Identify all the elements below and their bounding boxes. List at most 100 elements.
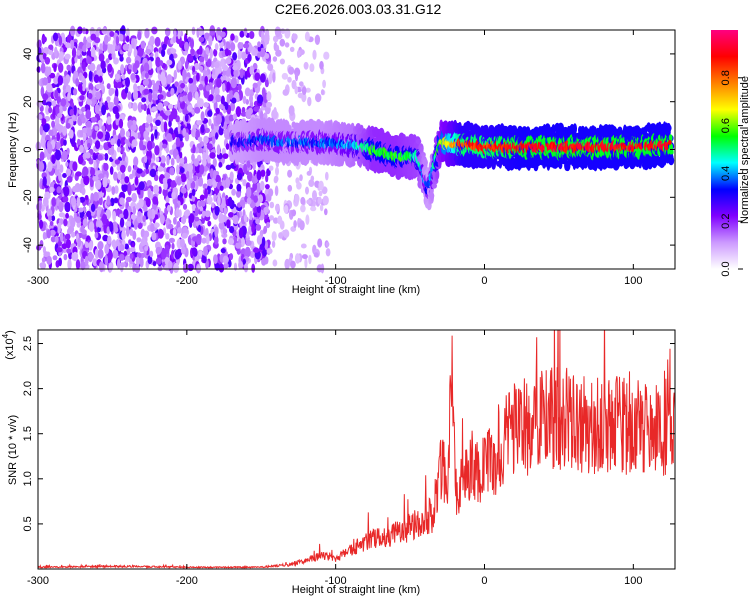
spectrogram-cell xyxy=(207,110,213,117)
spectrogram-cell xyxy=(98,173,105,179)
spectrogram-cell xyxy=(200,111,205,122)
spectrogram-cell xyxy=(310,206,317,212)
spectrogram-cell xyxy=(124,138,129,144)
spectrogram-cell xyxy=(132,262,136,273)
spectrogram-cell xyxy=(198,36,205,43)
spectrogram-cell xyxy=(218,161,223,168)
spectrogram-cell xyxy=(192,75,197,83)
spectrogram-cell xyxy=(128,64,133,70)
spectrogram-cell xyxy=(47,49,54,56)
spectrogram-cell xyxy=(288,105,295,116)
spectrogram-cell xyxy=(138,130,145,142)
spectrogram-cell xyxy=(198,176,204,187)
spectrogram-cell xyxy=(193,175,197,182)
spectrogram-cell xyxy=(135,256,140,267)
spectrogram-cell xyxy=(49,221,54,226)
spectrogram-cell xyxy=(77,138,81,146)
spectrogram-cell xyxy=(254,72,261,81)
spectrogram-cell xyxy=(239,68,244,79)
spectrogram-cell xyxy=(233,262,238,271)
spectrogram-cell xyxy=(243,163,248,174)
spectrogram-cell xyxy=(210,123,215,130)
spectrogram-cell xyxy=(184,132,190,142)
spectrogram-cell xyxy=(75,216,81,224)
spectrogram-cell xyxy=(101,104,107,116)
spectrogram-cell xyxy=(117,81,122,89)
spectrogram-cell xyxy=(47,143,53,155)
spectrogram-cell xyxy=(113,197,119,204)
spectrogram-cell xyxy=(170,157,175,166)
spectrogram-cell xyxy=(182,263,189,273)
spectrogram-cell xyxy=(299,220,305,231)
spectrogram-cell xyxy=(152,83,160,92)
spectrogram-cell xyxy=(65,168,71,177)
spectrogram-cell xyxy=(182,69,187,80)
spectrogram-cell xyxy=(73,105,77,116)
spectrogram-cell xyxy=(215,114,222,125)
spectrogram-cell xyxy=(193,158,199,167)
spectrogram-cell xyxy=(272,259,278,267)
spectrogram-cell xyxy=(131,139,138,148)
spectrogram-cell xyxy=(275,203,280,212)
spectrogram-cell xyxy=(173,217,177,225)
spectrogram-cell xyxy=(103,34,109,45)
spectrogram-cell xyxy=(147,208,153,219)
spectrogram-cell xyxy=(167,103,174,110)
spectrogram-cell xyxy=(207,178,213,187)
spectrogram-cell xyxy=(184,113,189,122)
spectrogram-cell xyxy=(322,195,329,206)
spectrogram-cell xyxy=(110,138,116,146)
spectrogram-cell xyxy=(143,62,150,73)
spectrogram-cell xyxy=(209,152,216,159)
spectrogram-cell xyxy=(63,253,68,261)
spectrogram-cell xyxy=(203,70,209,77)
spectrogram-cell xyxy=(172,228,177,236)
spectrogram-cell xyxy=(48,106,53,114)
spectrogram-cell xyxy=(325,171,329,181)
spectrogram-cell xyxy=(54,89,59,99)
spectrogram-cell xyxy=(266,91,272,102)
spectrogram-cell xyxy=(278,232,284,239)
spectrogram-cell xyxy=(130,213,136,220)
spectrogram-cell xyxy=(72,251,79,262)
spectrogram-cell xyxy=(54,235,59,243)
spectrogram-cell xyxy=(240,42,244,49)
spectrogram-cell xyxy=(197,136,203,142)
spectrogram-cell xyxy=(106,96,111,102)
spectrogram-cell xyxy=(75,259,81,270)
spectrogram-cell xyxy=(232,113,237,120)
spectrogram-cell xyxy=(93,74,100,83)
spectrogram-cell xyxy=(66,64,71,71)
spectrogram-cell xyxy=(52,108,56,119)
spectrogram-cell xyxy=(120,25,126,37)
spectrogram-cell xyxy=(109,221,114,233)
spectrogram-cell xyxy=(237,54,241,60)
spectrogram-cell xyxy=(82,166,89,177)
spectrogram-cell xyxy=(84,152,91,159)
spectrogram-cell xyxy=(188,77,194,84)
spectrogram-cell xyxy=(229,101,236,112)
spectrogram-cell xyxy=(149,250,154,258)
spectrogram-cell xyxy=(315,93,322,103)
spectrogram-cell xyxy=(57,75,64,86)
spectrogram-cell xyxy=(144,28,150,39)
spectrogram-cell xyxy=(63,186,70,197)
spectrogram-cell xyxy=(306,199,312,205)
spectrogram-cell xyxy=(212,68,216,76)
spectrogram-cell xyxy=(163,121,168,133)
spectrogram-cell xyxy=(275,49,282,57)
spectrogram-cell xyxy=(111,240,116,248)
spectrogram-cell xyxy=(95,46,100,52)
spectrogram-cell xyxy=(140,104,145,110)
spectrogram-cells xyxy=(35,25,675,274)
spectrogram-cell xyxy=(253,106,260,112)
spectrogram-cell xyxy=(165,110,171,116)
spectrogram-cell xyxy=(225,143,230,150)
spectrogram-cell xyxy=(88,241,93,251)
spectrogram-cell xyxy=(121,74,126,80)
spectrogram-cell xyxy=(183,156,188,166)
spectrogram-cell xyxy=(255,182,262,193)
spectrogram-cell xyxy=(303,61,309,70)
spectrogram-cell xyxy=(180,246,186,255)
spectrogram-cell xyxy=(257,52,261,58)
